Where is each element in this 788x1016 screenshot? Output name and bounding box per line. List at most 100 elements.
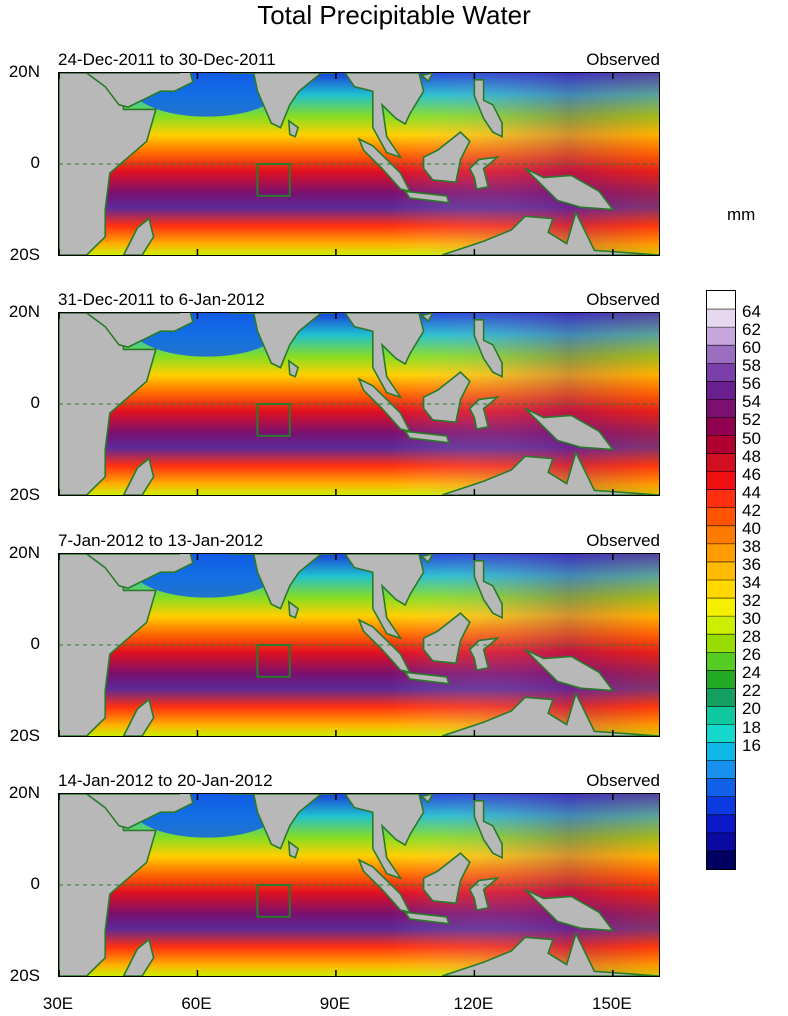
colorbar-swatch xyxy=(707,399,735,419)
colorbar-swatch xyxy=(707,543,735,563)
land-mass xyxy=(468,637,501,671)
colorbar-label: 16 xyxy=(742,735,761,755)
panel-date-range: 7-Jan-2012 to 13-Jan-2012 xyxy=(58,531,264,550)
colorbar-swatch xyxy=(707,507,735,527)
colorbar-label: 40 xyxy=(742,518,761,538)
land-mass xyxy=(287,600,300,619)
land-mass xyxy=(468,156,501,190)
panel-data-source: Observed xyxy=(586,50,660,69)
panel-data-source: Observed xyxy=(586,531,660,550)
land-mass xyxy=(422,371,471,424)
longitude-label: 60E xyxy=(181,994,212,1013)
colorbar-label: 52 xyxy=(742,410,761,430)
colorbar-swatch xyxy=(707,381,735,400)
colorbar-label: 58 xyxy=(742,356,761,376)
land-mass xyxy=(420,554,434,564)
land-mass xyxy=(441,450,659,495)
land-mass xyxy=(420,794,434,804)
land-mass xyxy=(420,313,434,323)
land-mass xyxy=(468,877,501,911)
colorbar-swatch xyxy=(707,363,735,382)
colorbar-label: 36 xyxy=(742,554,761,574)
panel-data-source: Observed xyxy=(586,290,660,309)
latitude-label: 20N xyxy=(8,543,40,562)
colorbar-label: 42 xyxy=(742,500,761,520)
colorbar-swatches xyxy=(707,291,735,870)
land-mass xyxy=(473,800,503,859)
colorbar-swatch xyxy=(707,598,735,617)
land-mass xyxy=(229,73,337,129)
colorbar-swatch xyxy=(707,616,735,635)
colorbar-swatch xyxy=(707,291,735,310)
land-mass xyxy=(85,794,194,829)
colorbar-swatch xyxy=(707,634,735,653)
land-mass xyxy=(403,430,451,444)
colorbar-label: 28 xyxy=(742,627,761,647)
land-mass xyxy=(403,911,451,925)
colorbar-swatch xyxy=(707,742,735,762)
main-title: Total Precipitable Water xyxy=(257,0,531,30)
land-mass xyxy=(287,119,300,138)
land-mass xyxy=(403,671,451,685)
panel-data-source: Observed xyxy=(586,771,660,790)
map-field xyxy=(59,313,659,495)
land-mass xyxy=(357,137,412,193)
land-mass xyxy=(122,457,155,495)
land-mass xyxy=(420,73,434,83)
longitude-label: 150E xyxy=(591,994,632,1013)
map-field xyxy=(59,554,659,736)
land-mass xyxy=(422,612,471,665)
latitude-label: 20N xyxy=(8,62,40,81)
colorbar-label: 54 xyxy=(742,392,761,412)
panel-date-range: 31-Dec-2011 to 6-Jan-2012 xyxy=(58,290,265,309)
colorbar-swatch xyxy=(707,453,735,473)
colorbar-swatch xyxy=(707,345,735,364)
colorbar-swatch xyxy=(707,760,735,780)
land-mass xyxy=(85,554,194,589)
colorbar-label: 44 xyxy=(742,482,761,502)
panel-date-range: 24-Dec-2011 to 30-Dec-2011 xyxy=(58,50,276,69)
longitude-label: 120E xyxy=(453,994,494,1013)
units-label: mm xyxy=(727,205,756,224)
precipitable-water-map xyxy=(58,72,660,256)
colorbar-label: 26 xyxy=(742,645,761,665)
land-mass xyxy=(344,794,425,880)
land-mass xyxy=(524,888,615,932)
colorbar-label: 34 xyxy=(742,573,761,592)
precipitable-water-map xyxy=(58,312,660,496)
longitude-label: 90E xyxy=(319,994,351,1013)
colorbar-label: 20 xyxy=(742,699,761,719)
colorbar-swatch xyxy=(707,832,735,852)
precipitable-water-map xyxy=(58,553,660,737)
land-mass xyxy=(357,858,412,914)
colorbar-swatch xyxy=(707,850,735,870)
latitude-label: 20S xyxy=(9,726,40,745)
land-mass xyxy=(468,396,501,430)
latitude-label: 0 xyxy=(30,634,40,653)
land-mass xyxy=(473,319,503,378)
land-mass xyxy=(441,210,659,255)
land-mass xyxy=(524,407,615,451)
colorbar-swatch xyxy=(707,724,735,744)
land-mass xyxy=(357,377,412,433)
land-mass xyxy=(122,698,155,736)
colorbar-swatch xyxy=(707,670,735,689)
colorbar-label: 30 xyxy=(742,609,761,629)
colorbar-label: 22 xyxy=(742,681,761,701)
land-mass xyxy=(403,190,451,204)
colorbar-label: 64 xyxy=(742,302,761,322)
precipitable-water-map xyxy=(58,793,660,977)
latitude-label: 0 xyxy=(30,153,40,172)
land-mass xyxy=(229,554,337,610)
land-mass xyxy=(524,648,615,692)
latitude-label: 20S xyxy=(9,966,40,985)
land-mass xyxy=(441,691,659,736)
land-mass xyxy=(422,852,471,905)
land-mass xyxy=(473,560,503,619)
land-mass xyxy=(344,73,425,159)
land-mass xyxy=(344,554,425,640)
colorbar-label: 18 xyxy=(742,717,761,737)
colorbar-swatch xyxy=(707,796,735,816)
colorbar-swatch xyxy=(707,778,735,798)
map-field xyxy=(59,794,659,976)
